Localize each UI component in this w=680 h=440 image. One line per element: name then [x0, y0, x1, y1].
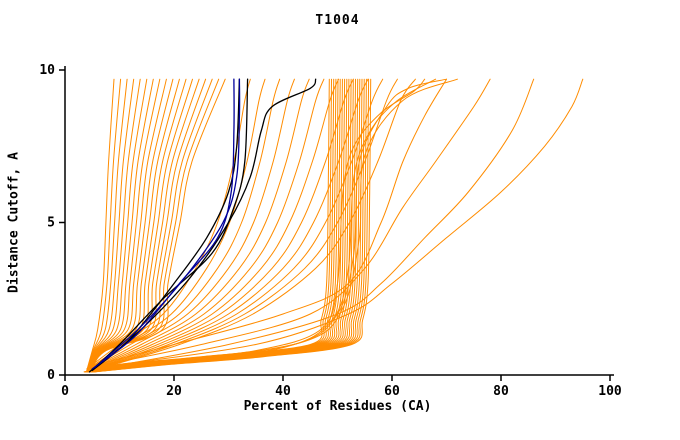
y-tick-label: 0 — [47, 368, 55, 383]
curve-orange — [90, 78, 207, 371]
curve-orange — [91, 78, 325, 370]
curve-orange — [95, 78, 369, 370]
curve-orange — [93, 78, 372, 373]
chart-title: T1004 — [315, 13, 360, 28]
x-tick-label: 40 — [275, 384, 291, 399]
curve-orange — [89, 78, 187, 371]
curve-orange — [88, 78, 447, 370]
curve-orange — [88, 78, 161, 371]
curve-orange — [87, 78, 437, 371]
curve-black — [88, 78, 249, 373]
curve-orange — [90, 78, 226, 371]
x-tick-label: 60 — [384, 384, 400, 399]
curve-orange — [98, 78, 416, 370]
curve-orange — [96, 78, 384, 370]
curve-orange — [88, 78, 167, 371]
curve-blue — [91, 78, 235, 370]
curve-orange — [89, 78, 295, 370]
curve-orange — [97, 78, 535, 370]
x-tick-label: 80 — [493, 384, 509, 399]
tick-marks — [59, 69, 611, 381]
curve-orange — [108, 78, 584, 367]
curve-blue — [94, 78, 241, 369]
curve-orange — [88, 78, 281, 370]
curve-orange — [89, 78, 458, 370]
x-tick-label: 0 — [61, 384, 69, 399]
x-axis-label: Percent of Residues (CA) — [243, 399, 432, 414]
curve-orange — [89, 78, 180, 371]
curve-orange — [92, 78, 340, 370]
curve-orange — [87, 78, 135, 371]
curve-lines — [83, 78, 584, 373]
curve-black — [91, 78, 317, 372]
curve-orange — [90, 78, 310, 370]
y-tick-label: 10 — [39, 63, 55, 78]
curve-orange — [86, 78, 128, 371]
curve-orange — [97, 78, 491, 367]
curve-orange — [87, 78, 141, 371]
curve-orange — [86, 78, 122, 371]
curve-orange — [93, 78, 354, 370]
curve-orange — [87, 78, 154, 371]
curve-orange — [86, 78, 115, 371]
curve-orange — [91, 78, 447, 367]
x-tick-label: 20 — [166, 384, 182, 399]
y-tick-label: 5 — [47, 216, 55, 231]
curve-orange — [90, 78, 213, 371]
curve-orange — [88, 78, 174, 371]
x-tick-label: 100 — [598, 384, 622, 399]
curve-orange — [87, 78, 148, 371]
axes — [64, 66, 614, 376]
tick-labels: 0 20 40 60 80 100 0 5 10 — [39, 63, 622, 399]
